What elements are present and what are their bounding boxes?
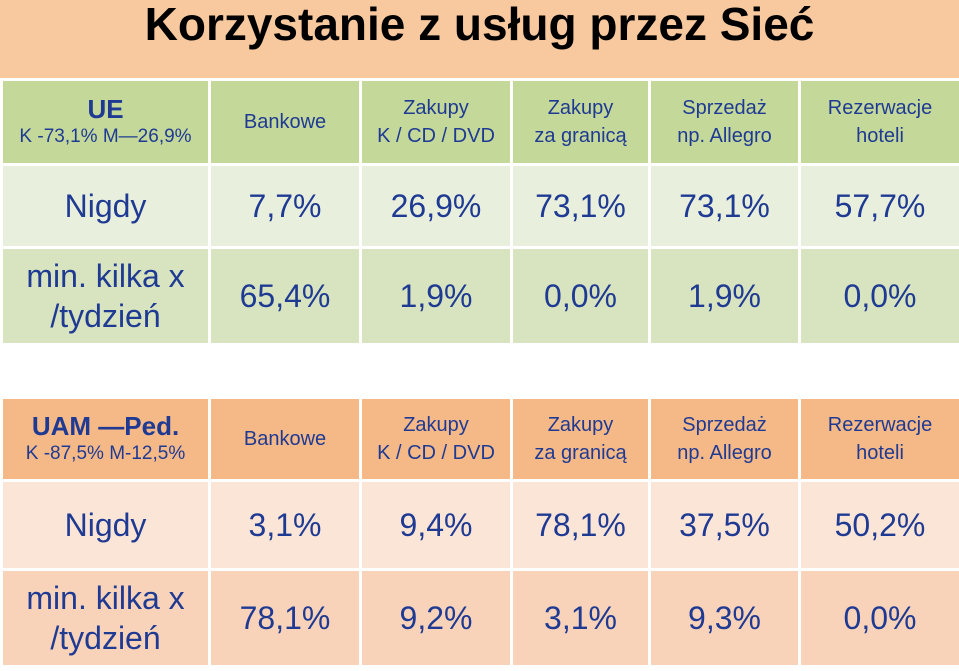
col-header-bankowe: Bankowe	[208, 78, 362, 166]
col-header-zakupy-k-cd-dvd: Zakupy K / CD / DVD	[359, 78, 513, 166]
table-uam-ped: UAM —Ped. K -87,5% M-12,5% Bankowe Zakup…	[0, 396, 959, 668]
col-header-line: np. Allegro	[677, 125, 772, 147]
row-label-line: /tydzień	[50, 620, 161, 656]
gender-split: K -87,5% M-12,5%	[25, 443, 186, 464]
col-header-line: za granicą	[534, 125, 627, 147]
corner-cell: UE K -73,1% M—26,9%	[0, 78, 211, 166]
value-cell: 3,1%	[510, 568, 651, 668]
value-cell: 9,2%	[359, 568, 513, 668]
col-header-line: hoteli	[856, 442, 904, 464]
col-header-bankowe: Bankowe	[208, 396, 362, 482]
value-cell: 9,3%	[648, 568, 801, 668]
row-label-min-kilka: min. kilka x /tydzień	[0, 568, 211, 668]
table-ue: UE K -73,1% M—26,9% Bankowe Zakupy K / C…	[0, 78, 959, 346]
col-header-line: Bankowe	[243, 428, 327, 450]
value-cell: 65,4%	[208, 246, 362, 346]
col-header-line: Zakupy	[547, 97, 614, 119]
value-cell: 0,0%	[510, 246, 651, 346]
header-row: UAM —Ped. K -87,5% M-12,5% Bankowe Zakup…	[0, 396, 959, 482]
row-label-line: min. kilka x	[26, 258, 185, 294]
value-cell: 50,2%	[798, 479, 959, 571]
row-label-nigdy: Nigdy	[0, 163, 211, 249]
col-header-line: np. Allegro	[677, 442, 772, 464]
col-header-line: Zakupy	[403, 414, 469, 436]
value-cell: 73,1%	[648, 163, 801, 249]
table-row: Nigdy 3,1% 9,4% 78,1% 37,5% 50,2%	[0, 479, 959, 571]
col-header-line: Rezerwacje	[827, 414, 933, 436]
value-cell: 78,1%	[208, 568, 362, 668]
col-header-line: Sprzedaż	[682, 97, 767, 119]
row-label-min-kilka: min. kilka x /tydzień	[0, 246, 211, 346]
header-row: UE K -73,1% M—26,9% Bankowe Zakupy K / C…	[0, 78, 959, 166]
col-header-line: hoteli	[856, 125, 904, 147]
col-header-rezerwacje: Rezerwacje hoteli	[798, 396, 959, 482]
title-band	[0, 0, 959, 80]
value-cell: 9,4%	[359, 479, 513, 571]
value-cell: 3,1%	[208, 479, 362, 571]
col-header-line: Zakupy	[547, 414, 614, 436]
col-header-line: Zakupy	[403, 97, 469, 119]
col-header-line: Sprzedaż	[682, 414, 767, 436]
table-row: Nigdy 7,7% 26,9% 73,1% 73,1% 57,7%	[0, 163, 959, 249]
value-cell: 1,9%	[648, 246, 801, 346]
page-title: Korzystanie z usług przez Sieć	[144, 0, 815, 50]
col-header-zakupy-za-granica: Zakupy za granicą	[510, 396, 651, 482]
value-cell: 73,1%	[510, 163, 651, 249]
col-header-line: za granicą	[534, 442, 627, 464]
group-title: UAM —Ped.	[31, 411, 180, 441]
value-cell: 78,1%	[510, 479, 651, 571]
col-header-zakupy-k-cd-dvd: Zakupy K / CD / DVD	[359, 396, 513, 482]
col-header-line: K / CD / DVD	[377, 125, 495, 147]
row-label-nigdy: Nigdy	[0, 479, 211, 571]
corner-cell: UAM —Ped. K -87,5% M-12,5%	[0, 396, 211, 482]
col-header-line: Bankowe	[243, 111, 327, 133]
col-header-line: Rezerwacje	[827, 97, 933, 119]
value-cell: 0,0%	[798, 246, 959, 346]
col-header-rezerwacje: Rezerwacje hoteli	[798, 78, 959, 166]
row-label-line: /tydzień	[50, 298, 161, 334]
col-header-sprzedaz: Sprzedaż np. Allegro	[648, 396, 801, 482]
col-header-sprzedaz: Sprzedaż np. Allegro	[648, 78, 801, 166]
row-label-line: min. kilka x	[26, 580, 185, 616]
value-cell: 26,9%	[359, 163, 513, 249]
value-cell: 37,5%	[648, 479, 801, 571]
group-title: UE	[87, 94, 124, 124]
value-cell: 7,7%	[208, 163, 362, 249]
table-row: min. kilka x /tydzień 65,4% 1,9% 0,0% 1,…	[0, 246, 959, 346]
gender-split: K -73,1% M—26,9%	[19, 126, 192, 147]
col-header-line: K / CD / DVD	[377, 442, 495, 464]
value-cell: 0,0%	[798, 568, 959, 668]
value-cell: 1,9%	[359, 246, 513, 346]
value-cell: 57,7%	[798, 163, 959, 249]
col-header-zakupy-za-granica: Zakupy za granicą	[510, 78, 651, 166]
table-row: min. kilka x /tydzień 78,1% 9,2% 3,1% 9,…	[0, 568, 959, 668]
